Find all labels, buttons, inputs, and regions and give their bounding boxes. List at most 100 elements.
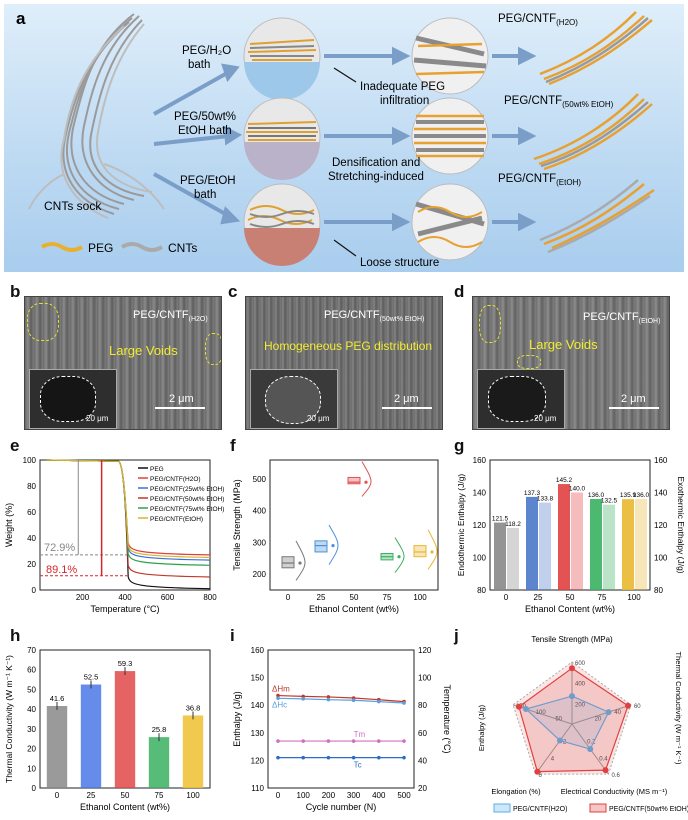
x-tick-label: 0 (286, 593, 291, 602)
bar (590, 499, 602, 590)
note-inadequate-2: infiltration (380, 95, 429, 107)
note-inadequate-1: Inadequate PEG (360, 81, 445, 93)
x-axis-label: Ethanol Content (wt%) (525, 604, 615, 614)
x-tick-label: 600 (161, 593, 175, 602)
y-tick-label: 80 (27, 482, 36, 491)
inset-scale: 20 μm (534, 414, 557, 423)
data-point (301, 755, 305, 760)
x-tick-label: 75 (383, 593, 392, 602)
y-tick-label: 60 (27, 666, 36, 675)
data-point (326, 755, 331, 760)
bar (558, 484, 570, 590)
bath-h2o-label: PEG/H₂O (182, 45, 231, 57)
legend-entry: PEG/CNTF(H2O) (150, 476, 201, 483)
axis-label: Electrical Conductivity (MS m⁻¹) (561, 787, 668, 796)
scale-bar (155, 407, 205, 409)
data-point (625, 702, 632, 709)
ring-tick-label: 20 (595, 717, 602, 723)
data-point (569, 693, 575, 700)
x-axis-label: Ethanol Content (wt%) (80, 802, 170, 812)
legend-entry: PEG/CNTF(EtOH) (150, 516, 203, 523)
y2-axis-label: Temperature (°C) (442, 684, 452, 753)
legend-entry: PEG (150, 466, 164, 473)
y2-tick-label: 80 (654, 586, 663, 595)
y2-tick-label: 160 (654, 456, 668, 465)
bath-h2o-word: bath (188, 59, 210, 71)
y-tick-label: 30 (27, 725, 36, 734)
y-tick-label: 400 (253, 507, 267, 516)
y-tick-label: 140 (473, 489, 487, 498)
panel-letter-c: c (228, 282, 238, 301)
data-point (605, 709, 612, 716)
x-tick-label: 50 (121, 791, 130, 800)
violin-outline (295, 540, 306, 581)
data-point (402, 739, 406, 743)
data-point (402, 701, 406, 705)
legend-entry: PEG/CNTF(25wt% EtOH) (150, 486, 224, 493)
bath-circle-h2o (243, 17, 321, 100)
data-point (351, 739, 356, 743)
inset-image: 20 μm (250, 369, 338, 429)
y2-tick-label: 40 (418, 756, 427, 765)
violin-outline (328, 524, 339, 565)
bar (539, 502, 551, 590)
bar-value-label: 132.5 (601, 498, 618, 505)
ring-tick-label: 40 (614, 710, 621, 716)
series-label: Tc (354, 761, 362, 770)
peg-legend-label: PEG (88, 241, 113, 255)
bar (526, 496, 538, 590)
y-tick-label: 160 (251, 646, 265, 655)
bar (571, 492, 583, 590)
data-point (301, 694, 305, 699)
y-tick-label: 150 (251, 674, 265, 683)
x-tick-label: 0 (276, 791, 281, 800)
sock-label: CNTs sock (44, 199, 102, 213)
sem-image-c: 20 μm PEG/CNTF(50wt% EtOH) Homogeneous P… (245, 296, 443, 430)
data-point (276, 696, 280, 701)
x-tick-label: 25 (317, 593, 326, 602)
box (281, 556, 295, 569)
inset-image: 20 μm (29, 369, 117, 429)
data-point (515, 703, 522, 710)
x-tick-label: 25 (534, 593, 543, 602)
data-point (556, 737, 563, 744)
data-point (326, 739, 331, 743)
x-tick-label: 200 (322, 791, 336, 800)
x-axis-label: Ethanol Content (wt%) (309, 604, 399, 614)
y-tick-label: 0 (32, 784, 37, 793)
x-tick-label: 100 (627, 593, 641, 602)
y-axis-label: Endothermic Enthalpy (J/g) (456, 474, 466, 577)
chart-f-tensile: 200 300 400 500 0 25 50 75 100 Ethanol Content (w… (232, 459, 439, 614)
y-axis-label: Enthalpy (J/g) (232, 691, 242, 747)
series-label: ΔHc (272, 700, 287, 709)
bar-value-label: 36.8 (186, 703, 201, 712)
panel-a: a CNTs sock PEG CNTs PEG/H₂O bath PEG/50… (4, 4, 684, 272)
result-etoh-label: PEG/CNTF(EtOH) (498, 173, 581, 187)
legend-swatch (493, 803, 511, 813)
sem-image-d: 20 μm PEG/CNTF(EtOH) Large Voids 2 μm (472, 296, 670, 430)
y-tick-label: 110 (251, 784, 264, 793)
data-point (377, 739, 381, 743)
data-point (301, 697, 305, 701)
data-point (569, 665, 575, 672)
bar (182, 715, 204, 788)
bar-value-label: 52.5 (84, 673, 99, 682)
inset-image: 20 μm (477, 369, 565, 429)
fiber-illustrations (533, 11, 655, 254)
y2-tick-label: 140 (654, 489, 668, 498)
cnt-sock-illustration (28, 13, 165, 219)
y-axis-label: Weight (%) (4, 503, 14, 547)
annotation-label: 72.9% (44, 542, 75, 554)
bar-value-label: 135.9 (620, 492, 637, 499)
y2-tick-label: 100 (654, 554, 668, 563)
panel-letter-d: d (454, 282, 465, 301)
x-tick-label: 0 (55, 791, 60, 800)
panel-letter-f: f (230, 436, 236, 455)
y-tick-label: 60 (27, 508, 36, 517)
data-point (351, 755, 356, 760)
series-line (46, 459, 211, 559)
schematic-svg: a CNTs sock PEG CNTs PEG/H₂O bath PEG/50… (16, 9, 655, 269)
data-point (364, 480, 368, 484)
ring-tick-label: 0.6 (611, 773, 620, 779)
data-point (602, 767, 609, 774)
